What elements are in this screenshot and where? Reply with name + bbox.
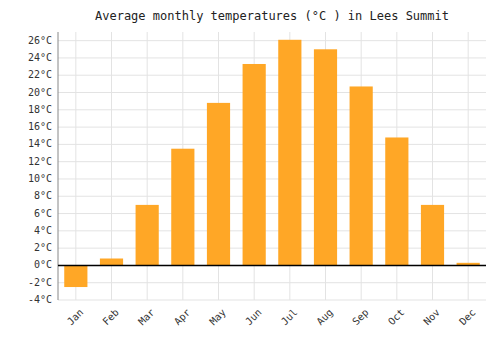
bar: [64, 265, 87, 287]
x-tick-label: Jan: [65, 307, 86, 328]
y-tick-label: 22°C: [28, 69, 52, 80]
y-tick-label: 24°C: [28, 52, 52, 63]
bar: [100, 259, 123, 266]
y-tick-label: 26°C: [28, 35, 52, 46]
bar: [278, 40, 301, 266]
x-tick-label: May: [207, 307, 228, 328]
grid: [58, 32, 486, 300]
grid-line-y: [58, 161, 486, 162]
y-ticks: -4°C -2°C 0°C 2°C 4°C 6°C 8°C 10°C 12°C 14°C 16°C 1…: [28, 35, 52, 305]
x-ticks: Jan Feb Mar Apr May Jun Jul Aug Sep Oct Nov Dec: [65, 307, 478, 328]
bar: [385, 137, 408, 265]
grid-line-y: [58, 196, 486, 197]
grid-line-y: [58, 300, 486, 301]
zero-line: [58, 265, 486, 267]
y-tick-label: 4°C: [34, 225, 52, 236]
x-tick-label: Dec: [457, 307, 478, 328]
x-tick-label: Nov: [421, 307, 442, 328]
y-tick-label: 20°C: [28, 87, 52, 98]
grid-line-y: [58, 265, 486, 266]
bar: [314, 49, 337, 265]
grid-line-x: [468, 32, 469, 300]
bar: [350, 86, 373, 265]
x-tick-label: Sep: [350, 307, 371, 328]
bar: [207, 103, 230, 266]
chart: -4°C -2°C 0°C 2°C 4°C 6°C 8°C 10°C 12°C 14°C 16°C 1…: [0, 0, 500, 350]
y-tick-label: 16°C: [28, 121, 52, 132]
bar: [136, 205, 159, 266]
bar: [421, 205, 444, 266]
y-tick-label: 2°C: [34, 242, 52, 253]
bar: [171, 149, 194, 266]
x-tick-label: Mar: [136, 307, 157, 328]
y-tick-label: 10°C: [28, 173, 52, 184]
y-tick-label: 8°C: [34, 190, 52, 201]
grid-line-y: [58, 109, 486, 110]
x-tick-label: Jun: [243, 307, 264, 328]
bar: [243, 64, 266, 265]
y-tick-label: 6°C: [34, 208, 52, 219]
grid-line-y: [58, 40, 486, 41]
y-tick-label: -4°C: [28, 294, 52, 305]
grid-line-y: [58, 178, 486, 179]
y-tick-label: 18°C: [28, 104, 52, 115]
y-tick-label: 12°C: [28, 156, 52, 167]
grid-line-x: [75, 32, 76, 300]
bars: [64, 40, 480, 287]
grid-line-y: [58, 92, 486, 93]
grid-line-y: [58, 127, 486, 128]
y-tick-label: -2°C: [28, 277, 52, 288]
y-axis-line: [58, 32, 59, 300]
grid-line-y: [58, 57, 486, 58]
y-tick-label: 0°C: [34, 259, 52, 270]
x-tick-label: Feb: [100, 307, 121, 328]
grid-line-y: [58, 75, 486, 76]
title: Average monthly temperatures (°C ) in Le…: [95, 9, 449, 23]
x-tick-label: Apr: [172, 307, 193, 328]
x-tick-label: Aug: [314, 307, 335, 328]
x-tick-label: Jul: [279, 307, 300, 328]
grid-line-y: [58, 282, 486, 283]
grid-line-y: [58, 144, 486, 145]
y-tick-label: 14°C: [28, 138, 52, 149]
x-tick-label: Oct: [386, 307, 407, 328]
